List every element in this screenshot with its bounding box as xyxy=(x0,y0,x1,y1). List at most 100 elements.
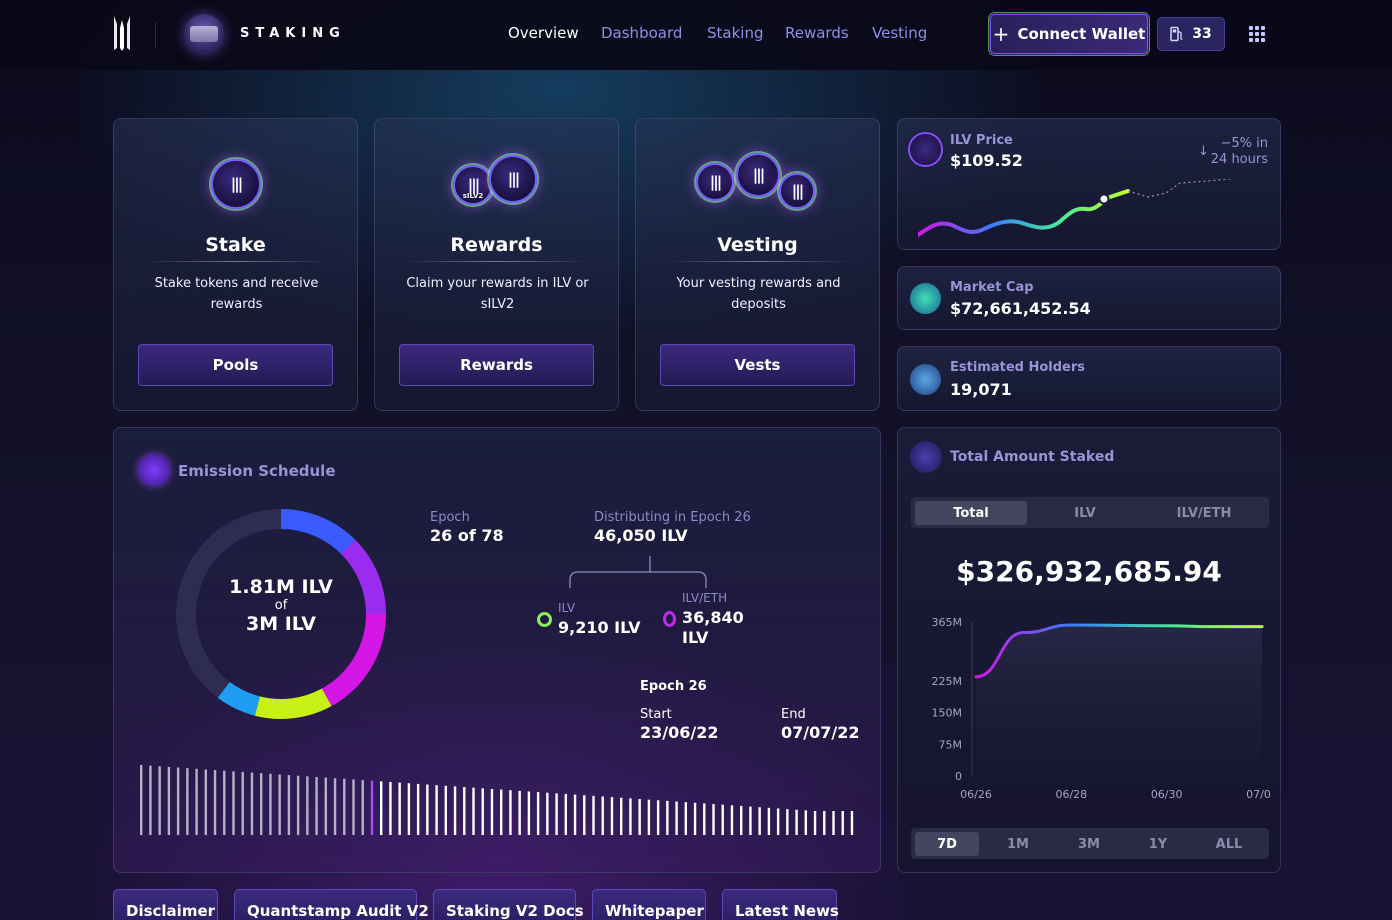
stake-card-title: Stake xyxy=(205,234,266,256)
ilv-price-label: ILV Price xyxy=(950,133,1013,148)
donut-distributed-segment xyxy=(340,539,386,615)
staked-series-line xyxy=(974,623,1264,679)
y-tick-label: 225M xyxy=(932,675,963,688)
range-7d[interactable]: 7D xyxy=(915,832,979,856)
epoch-bar xyxy=(426,784,429,835)
epoch-bar xyxy=(167,766,171,835)
epoch-bar xyxy=(749,806,752,835)
epoch-bar xyxy=(703,803,706,835)
rewards-button[interactable]: Rewards xyxy=(399,344,594,386)
epoch-bar xyxy=(684,802,688,835)
ilveth-pool-dot-icon xyxy=(663,611,676,627)
epoch-bar xyxy=(140,765,143,835)
connect-wallet-button[interactable]: + Connect Wallet xyxy=(989,13,1149,55)
emission-title: Emission Schedule xyxy=(178,462,336,480)
range-all[interactable]: ALL xyxy=(1215,836,1243,852)
epoch-bar xyxy=(776,808,780,835)
holders-icon xyxy=(910,364,941,395)
nav-rewards[interactable]: Rewards xyxy=(785,24,849,42)
range-3m[interactable]: 3M xyxy=(1078,836,1100,852)
epoch-bar xyxy=(823,811,826,835)
epoch-bar xyxy=(675,801,678,835)
emission-schedule-card: Emission Schedule 1.81M ILV of 3M ILV Ep… xyxy=(113,427,881,873)
tab-total[interactable]: Total xyxy=(915,501,1027,525)
x-tick-label: 06/28 xyxy=(1055,788,1087,801)
nav-overview[interactable]: Overview xyxy=(508,24,579,42)
time-range-tabs: 7D 1M 3M 1Y ALL xyxy=(911,828,1269,859)
donut-center-text: 1.81M ILV of 3M ILV xyxy=(201,576,361,635)
epoch-bar xyxy=(223,770,226,835)
pools-button[interactable]: Pools xyxy=(138,344,333,386)
epoch-bar xyxy=(306,776,309,835)
epoch-bar xyxy=(564,793,568,835)
staked-asset-tabs: Total ILV ILV/ETH xyxy=(911,497,1269,528)
ilv-coin-icon xyxy=(736,153,780,197)
price-change-period: 24 hours xyxy=(1210,152,1268,167)
epoch-bar xyxy=(813,810,817,835)
epoch-bar xyxy=(620,797,623,835)
staking-docs-button[interactable]: Staking V2 Docs xyxy=(433,889,584,920)
nav-vesting[interactable]: Vesting xyxy=(872,24,928,42)
plus-icon: + xyxy=(992,22,1010,46)
latest-news-button[interactable]: Latest News xyxy=(722,889,839,920)
emission-icon xyxy=(138,454,170,486)
illuvium-logo-icon[interactable] xyxy=(111,14,133,52)
tab-ilv[interactable]: ILV xyxy=(1074,505,1096,521)
epoch-bar xyxy=(204,769,208,835)
epoch-bar xyxy=(758,807,761,835)
epoch-bar xyxy=(370,780,374,835)
epoch-bar xyxy=(638,799,641,835)
disclaimer-button[interactable]: Disclaimer xyxy=(113,889,218,920)
nav-staking[interactable]: Staking xyxy=(707,24,764,42)
epoch-bar xyxy=(472,787,475,835)
y-tick-label: 75M xyxy=(939,738,963,751)
y-tick-label: 0 xyxy=(955,770,962,783)
app-title[interactable]: STAKING xyxy=(240,26,346,41)
ilveth-pool-label: ILV/ETH xyxy=(682,591,728,605)
current-epoch-title: Epoch 26 xyxy=(640,679,707,694)
card-divider xyxy=(405,261,590,262)
epoch-bar xyxy=(693,802,697,835)
card-divider xyxy=(144,261,329,262)
total-staked-value: $326,932,685.94 xyxy=(956,555,1222,588)
emission-donut-chart xyxy=(176,509,386,719)
ilv-coin-icon xyxy=(696,163,734,201)
epoch-bar xyxy=(730,805,734,835)
range-1y[interactable]: 1Y xyxy=(1148,836,1168,852)
ilv-pool-dot-icon xyxy=(537,612,552,627)
epoch-bar xyxy=(841,811,844,835)
range-1m[interactable]: 1M xyxy=(1007,836,1029,852)
whitepaper-button[interactable]: Whitepaper xyxy=(592,889,706,920)
ilv-token-icon xyxy=(910,134,941,165)
apps-grid-icon[interactable] xyxy=(1249,26,1265,42)
x-tick-label: 06/26 xyxy=(960,788,992,801)
epoch-bar xyxy=(656,800,660,835)
epoch-value: 26 of 78 xyxy=(430,526,504,545)
epoch-bar xyxy=(832,811,835,835)
silv2-coin-icon xyxy=(453,165,493,205)
epoch-bar xyxy=(324,777,328,835)
gas-price-button[interactable]: 33 xyxy=(1157,17,1225,51)
epoch-label: Epoch xyxy=(430,510,470,525)
staking-app-icon[interactable] xyxy=(184,14,224,54)
epoch-bar xyxy=(435,785,438,835)
x-tick-label: 06/30 xyxy=(1151,788,1183,801)
epoch-bar xyxy=(500,789,503,835)
price-marker xyxy=(1098,193,1110,205)
y-tick-label: 365M xyxy=(932,616,963,629)
ilveth-pool-value: 36,840 xyxy=(682,608,744,627)
epoch-bar xyxy=(527,791,531,835)
ilv-price-value: $109.52 xyxy=(950,151,1023,170)
epoch-bar xyxy=(352,779,355,835)
epoch-bar xyxy=(647,799,651,835)
epoch-bar xyxy=(518,790,521,835)
quantstamp-audit-button[interactable]: Quantstamp Audit V2 xyxy=(234,889,429,920)
epoch-bar xyxy=(795,809,798,835)
tab-ilv-eth[interactable]: ILV/ETH xyxy=(1176,505,1232,521)
epoch-bar xyxy=(398,782,401,835)
nav-dashboard[interactable]: Dashboard xyxy=(601,24,683,42)
gas-pump-icon xyxy=(1170,26,1183,42)
vests-button[interactable]: Vests xyxy=(660,344,855,386)
rewards-card: sILV2 Rewards Claim your rewards in ILV … xyxy=(374,118,619,411)
epoch-bar xyxy=(592,795,595,835)
